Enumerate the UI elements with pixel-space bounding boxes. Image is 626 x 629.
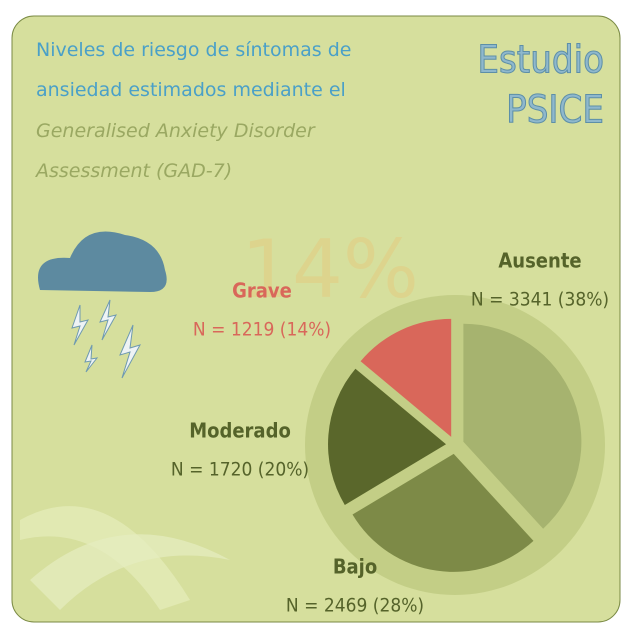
text-part: Generalised Anxiety Disorder — [36, 120, 316, 142]
subtitle-line-1: Generalised Anxiety Disorder — [36, 120, 316, 142]
text-part: Niveles de riesgo de síntomas de — [36, 39, 351, 61]
pie-slice — [328, 368, 447, 505]
pie-slice — [352, 453, 534, 572]
slice-name: Bajo — [333, 555, 377, 579]
title-line-2: ansiedad estimados mediante el — [36, 79, 346, 101]
text-part: Assessment (GAD-7) — [34, 160, 232, 182]
brand-line: Estudio — [477, 38, 604, 82]
slice-name: Grave — [232, 279, 292, 303]
slice-value-label: N = 2469 (28%) — [286, 595, 424, 617]
pie-slice — [360, 318, 452, 437]
slice-value-label: N = 3341 (38%) — [471, 289, 609, 311]
brand-line: PSICE — [506, 88, 604, 132]
cloud — [38, 231, 167, 292]
subtitle-line-2: Assessment (GAD-7) — [34, 160, 232, 182]
leaf — [30, 534, 230, 610]
text-part: ansiedad estimados mediante el — [36, 79, 346, 101]
slice-name: Moderado — [189, 419, 291, 443]
slice-value-label: N = 1720 (20%) — [171, 459, 309, 481]
pie-slice — [463, 323, 582, 529]
slice-value-label: N = 1219 (14%) — [193, 319, 331, 341]
title-line-1: Niveles de riesgo de síntomas de — [36, 39, 351, 61]
slice-name: Ausente — [498, 249, 581, 273]
lightning — [71, 299, 142, 379]
leaf — [20, 506, 190, 610]
watermark: 14% — [241, 223, 419, 316]
